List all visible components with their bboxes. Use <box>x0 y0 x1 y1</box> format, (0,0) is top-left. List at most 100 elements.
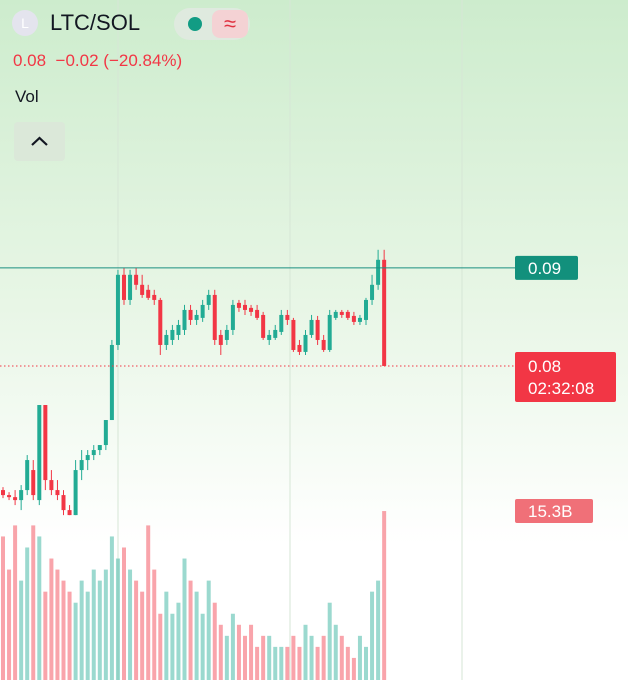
volume-bar <box>212 602 217 680</box>
volume-bar <box>97 580 102 680</box>
volume-bar <box>37 536 42 680</box>
candle-body <box>279 314 284 332</box>
volume-bar <box>115 558 120 680</box>
candle-body <box>285 314 290 320</box>
price-line: 0.08 −0.02 (−20.84%) <box>13 51 182 71</box>
candle-body <box>73 470 78 516</box>
volume-bar <box>146 525 151 680</box>
candle-body <box>249 307 254 312</box>
candle-body <box>339 311 344 315</box>
volume-bar <box>297 646 302 680</box>
candle-body <box>55 490 60 496</box>
candle-body <box>122 274 126 300</box>
volume-bar <box>376 580 381 680</box>
volume-bar <box>49 558 54 680</box>
volume-bar <box>134 580 139 680</box>
status-icon: ≈ <box>212 10 248 38</box>
volume-bar <box>170 613 175 680</box>
price-line-label-box <box>515 255 578 280</box>
volume-bar <box>249 624 254 680</box>
candle-body <box>321 339 326 350</box>
last-price: 0.08 <box>13 51 47 70</box>
candle-body <box>345 311 350 318</box>
volume-bar <box>279 646 284 680</box>
candle-body <box>164 334 169 345</box>
candle-body <box>1 490 5 496</box>
candle-body <box>315 319 320 340</box>
candle-body <box>236 302 241 308</box>
candle-body <box>297 344 302 352</box>
candle-body <box>243 304 247 310</box>
candle-body <box>103 420 108 446</box>
volume-bar <box>85 591 90 680</box>
volume-bar <box>333 624 338 680</box>
change: −0.02 <box>55 51 99 70</box>
volume-bar <box>73 602 78 680</box>
candle-body <box>212 294 217 340</box>
volume-bar <box>200 613 205 680</box>
candle-body <box>261 314 266 338</box>
candle-body <box>176 324 181 335</box>
volume-bar <box>79 580 84 680</box>
volume-label: 15.3B <box>528 502 572 521</box>
volume-bar <box>67 591 72 680</box>
countdown: 02:32:08 <box>528 379 594 398</box>
volume-bar <box>164 591 169 680</box>
collapse-button[interactable] <box>14 122 65 161</box>
volume-bar <box>339 635 344 680</box>
volume-bar <box>303 624 308 680</box>
volume-bar <box>25 547 30 680</box>
volume-bar <box>327 602 332 680</box>
volume-bar <box>364 646 368 680</box>
volume-bar <box>194 591 199 680</box>
volume-bar <box>255 646 260 680</box>
change-pct: (−20.84%) <box>103 51 183 70</box>
volume-bar <box>19 580 24 680</box>
volume-bar <box>55 569 60 680</box>
volume-bar <box>13 525 18 680</box>
volume-bar <box>243 635 247 680</box>
candle-body <box>61 495 66 511</box>
chevron <box>31 136 48 146</box>
symbol[interactable]: LTC/SOL <box>50 10 141 35</box>
candle-body <box>152 294 157 300</box>
candle-body <box>37 405 42 501</box>
volume-bar <box>182 558 187 680</box>
candle-body <box>140 284 145 295</box>
volume-bar <box>224 635 229 680</box>
volume-bar <box>109 536 114 680</box>
volume-bar <box>91 569 96 680</box>
candle-body <box>146 289 151 298</box>
volume-bar <box>128 569 133 680</box>
volume-bar <box>382 511 387 680</box>
volume-bar <box>285 646 290 680</box>
candle-body <box>188 309 193 320</box>
candle-body <box>364 299 368 320</box>
status-dot <box>188 17 202 31</box>
candle-body <box>303 334 308 352</box>
candle-body <box>19 490 24 501</box>
volume-bar <box>103 569 108 680</box>
candle-body <box>382 259 387 366</box>
volume-bar <box>152 569 157 680</box>
candle-body <box>267 334 272 340</box>
status-pill[interactable]: ≈ <box>174 8 250 40</box>
candle-body <box>351 315 356 322</box>
volume-bar <box>158 613 163 680</box>
candle-body <box>97 445 102 451</box>
volume-bar <box>273 646 278 680</box>
volume-bar <box>351 657 356 680</box>
volume-bar <box>309 635 314 680</box>
volume-bar <box>261 635 266 680</box>
volume-bar <box>140 591 145 680</box>
volume-bar <box>370 591 375 680</box>
candle-body <box>128 274 133 300</box>
candle-body <box>49 480 54 491</box>
candle-body <box>134 274 139 285</box>
candle-body <box>115 274 120 345</box>
candle-body <box>327 314 332 350</box>
volume-bar <box>7 569 12 680</box>
volume-bar <box>31 525 36 680</box>
candle-body <box>158 299 163 345</box>
